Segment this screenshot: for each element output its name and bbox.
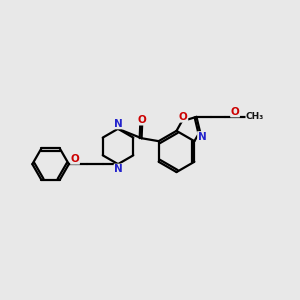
Text: N: N (114, 119, 123, 129)
Text: O: O (231, 107, 239, 117)
Text: CH₃: CH₃ (246, 112, 264, 122)
Text: N: N (114, 164, 123, 174)
Text: O: O (179, 112, 188, 122)
Text: N: N (198, 132, 206, 142)
Text: O: O (138, 115, 146, 125)
Text: O: O (71, 154, 80, 164)
